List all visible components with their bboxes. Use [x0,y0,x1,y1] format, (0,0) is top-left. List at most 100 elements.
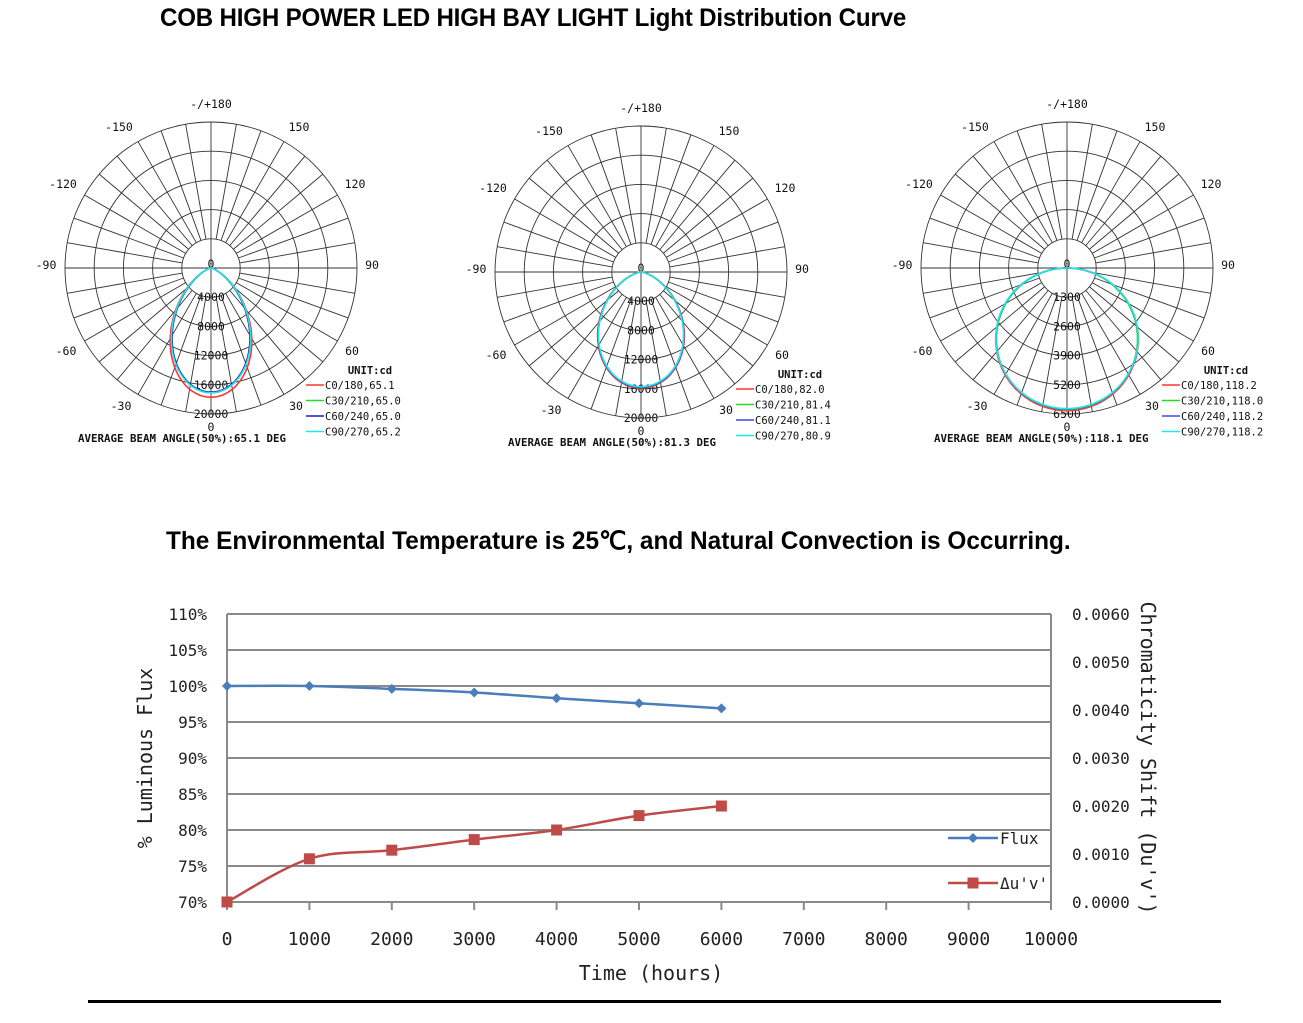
polar-angle-label: 150 [1145,120,1166,134]
legend-label: C30/210,118.0 [1181,396,1263,408]
polar-spoke [160,130,202,241]
x-tick-label: 3000 [453,929,496,950]
polar-angle-label: 30 [719,403,733,417]
data-point-chromaticity-shift [551,824,563,836]
polar-radial-label: 8000 [627,323,655,337]
polar-angle-label: -90 [466,262,487,276]
polar-spoke [1041,124,1063,240]
polar-radial-label: 16000 [194,378,229,392]
polar-angle-label: 30 [1145,399,1159,413]
polar-spoke [668,281,779,323]
polar-angle-label: -120 [479,181,507,195]
legend-label: C60/240,81.1 [755,415,831,427]
polar-spoke [1085,155,1162,246]
polar-angle-label: 60 [345,344,359,358]
y-tick-label: 85% [178,785,207,804]
polar-radial-label: 5200 [1053,378,1081,392]
polar-radial-label: 0 [208,257,215,271]
x-tick-label: 9000 [947,929,990,950]
data-point-flux [222,681,232,691]
beam-angle-footer: AVERAGE BEAM ANGLE(50%):81.3 DEG [508,436,716,449]
data-point-flux [469,687,480,698]
y-tick-label: 110% [168,605,207,624]
x-tick-label: 10000 [1024,929,1078,950]
legend-label: C90/270,65.2 [325,427,401,439]
polar-spoke [567,145,627,247]
polar-spoke [215,296,237,412]
polar-spoke [73,277,184,319]
polar-spoke [1092,194,1194,254]
polar-spoke [239,272,355,294]
polar-spoke [659,294,736,385]
polar-radial-label: 4000 [197,290,225,304]
polar-spoke [238,217,349,259]
polar-unit-label: UNIT:cd [348,365,392,377]
y2-tick-label: 0.0010 [1072,845,1130,864]
y-tick-label: 95% [178,713,207,732]
legend-label: C60/240,118.2 [1181,411,1263,423]
polar-spoke [940,282,1042,342]
legend-label: C90/270,80.9 [755,431,831,443]
polar-unit-label: UNIT:cd [778,369,822,381]
polar-radial-label: 4000 [627,294,655,308]
polar-spoke [954,286,1045,363]
polar-angle-label: 30 [289,399,303,413]
data-point-flux [716,703,727,714]
polar-spoke [236,282,338,342]
y2-axis-title: Chromaticity Shift (Du'v') [1136,601,1160,914]
polar-spoke [590,299,632,410]
polar-spoke [220,295,262,406]
polar-angle-label: -120 [905,177,933,191]
polar-radial-label: 0 [638,261,645,275]
polar-angle-label: 90 [1221,258,1235,272]
polar-spoke [1071,296,1093,412]
polar-spoke [497,276,613,298]
polar-spoke [73,217,184,259]
polar-spoke [923,272,1039,294]
polar-angle-label: -90 [892,258,913,272]
polar-spoke [1081,141,1141,243]
x-tick-label: 7000 [782,929,825,950]
polar-spoke [1085,290,1162,381]
x-axis-title: Time (hours) [579,961,724,985]
polar-spoke [972,290,1049,381]
polar-spoke [590,134,632,245]
polar-spoke [940,194,1042,254]
polar-angle-label: -60 [56,344,77,358]
y2-tick-label: 0.0030 [1072,749,1130,768]
polar-spoke [546,294,623,385]
page-title: COB HIGH POWER LED HIGH BAY LIGHT Light … [160,4,907,32]
polar-spoke [233,173,324,250]
polar-spoke [98,173,189,250]
polar-spoke [1089,173,1180,250]
data-point-chromaticity-shift [221,896,233,908]
polar-spoke [137,141,197,243]
y-tick-label: 90% [178,749,207,768]
polar-spoke [954,173,1045,250]
polar-charts: -/+180 -150 150 -120 120 -90 90 -60 60 -30 30 0 0 400… [36,97,1264,449]
polar-spoke [650,134,692,245]
polar-spoke [929,217,1040,259]
polar-spoke [1041,296,1063,412]
legend-label: C90/270,118.2 [1181,427,1263,439]
polar-chart-1: -/+180 -150 150 -120 120 -90 90 -60 60 -30 30 0 0 400… [36,97,401,445]
polar-radial-label: 20000 [194,407,229,421]
y2-tick-label: 0.0020 [1072,797,1130,816]
polar-spoke [615,300,637,416]
polar-spoke [67,242,183,264]
legend-label: C0/180,65.1 [325,380,395,392]
legend-label: C0/180,82.0 [755,384,825,396]
polar-spoke [1016,130,1058,241]
y2-tick-label: 0.0040 [1072,701,1130,720]
legend-label: C0/180,118.2 [1181,380,1257,392]
polar-curve-c90-270 [597,271,685,388]
polar-spoke [668,221,779,263]
polar-spoke [1076,295,1118,406]
y-tick-label: 105% [168,641,207,660]
y-tick-label: 100% [168,677,207,696]
legend-marker-flux [968,833,978,843]
polar-spoke [225,293,285,395]
polar-angle-label: 90 [795,262,809,276]
x-tick-label: 8000 [865,929,908,950]
polar-angle-label: -150 [961,120,989,134]
